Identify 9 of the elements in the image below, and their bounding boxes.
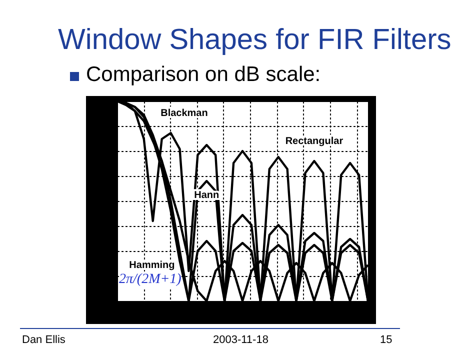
chart-subtitle: Comparison on dB scale: xyxy=(86,63,321,87)
series-label: Hamming xyxy=(129,260,175,271)
series-label: Blackman xyxy=(160,108,208,119)
chart-title: Window Shapes for FIR Filters xyxy=(58,24,452,57)
text: 2003-11-18 xyxy=(213,334,268,346)
text: Dan Ellis xyxy=(22,334,66,346)
text: 15 xyxy=(380,334,392,346)
annotation: 2π/(2M+1) xyxy=(119,272,182,288)
series-label: Rectangular xyxy=(285,136,344,147)
